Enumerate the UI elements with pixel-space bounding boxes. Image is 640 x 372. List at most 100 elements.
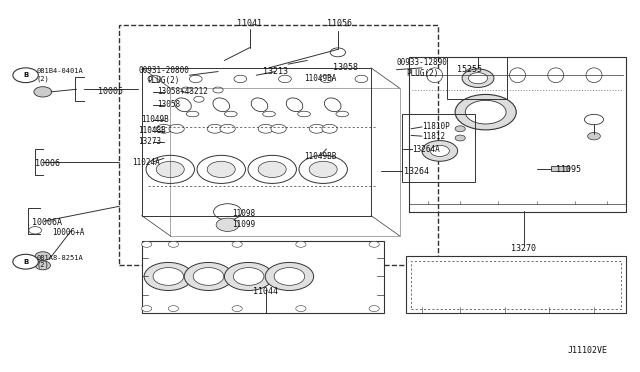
Ellipse shape <box>186 111 199 117</box>
Circle shape <box>144 262 193 291</box>
Circle shape <box>156 161 184 177</box>
Circle shape <box>35 261 51 270</box>
Circle shape <box>207 161 236 177</box>
Text: 11812: 11812 <box>422 132 445 141</box>
Circle shape <box>355 75 368 83</box>
Bar <box>411 260 621 309</box>
Circle shape <box>465 100 506 124</box>
Circle shape <box>248 155 296 183</box>
Circle shape <box>168 241 179 247</box>
Ellipse shape <box>336 111 349 117</box>
Text: 10006A: 10006A <box>32 218 62 227</box>
Text: 11049BA: 11049BA <box>304 74 336 83</box>
Circle shape <box>455 94 516 130</box>
Circle shape <box>225 262 273 291</box>
Circle shape <box>13 254 38 269</box>
Bar <box>447 57 507 99</box>
Circle shape <box>455 126 465 132</box>
Circle shape <box>430 145 449 157</box>
Circle shape <box>258 161 286 177</box>
Text: 11049BB: 11049BB <box>304 152 336 161</box>
Circle shape <box>309 161 337 177</box>
Text: 081B4-0401A
(2): 081B4-0401A (2) <box>36 68 83 82</box>
Ellipse shape <box>298 111 310 117</box>
Circle shape <box>232 241 243 247</box>
Text: 00931-20800
PLUG(2): 00931-20800 PLUG(2) <box>138 65 189 85</box>
Circle shape <box>207 124 223 133</box>
Text: 13264: 13264 <box>404 167 429 176</box>
Text: 13058: 13058 <box>333 63 358 72</box>
Circle shape <box>455 135 465 141</box>
Text: 13270: 13270 <box>511 244 536 253</box>
Text: 11095: 11095 <box>556 165 580 174</box>
Circle shape <box>278 75 291 83</box>
Text: 081A8-8251A
(2): 081A8-8251A (2) <box>36 255 83 269</box>
Circle shape <box>234 267 264 285</box>
Circle shape <box>320 75 333 83</box>
Circle shape <box>296 241 306 247</box>
Text: 13058+43212: 13058+43212 <box>157 87 209 96</box>
Circle shape <box>168 306 179 311</box>
Text: 13213: 13213 <box>263 67 288 76</box>
Circle shape <box>422 141 458 161</box>
Circle shape <box>220 124 236 133</box>
Text: 11041: 11041 <box>237 19 262 28</box>
Ellipse shape <box>548 68 564 83</box>
Text: 13058: 13058 <box>157 100 180 109</box>
Text: 13264A: 13264A <box>412 145 440 154</box>
Circle shape <box>148 75 161 83</box>
Circle shape <box>193 267 224 285</box>
Circle shape <box>299 155 348 183</box>
Text: 10006: 10006 <box>35 159 60 169</box>
Circle shape <box>462 69 494 87</box>
Circle shape <box>234 75 246 83</box>
Ellipse shape <box>584 114 604 125</box>
Circle shape <box>274 267 305 285</box>
Text: 15255: 15255 <box>457 65 483 74</box>
Ellipse shape <box>225 111 237 117</box>
Ellipse shape <box>213 98 230 112</box>
Circle shape <box>35 252 51 260</box>
Circle shape <box>156 124 172 133</box>
Circle shape <box>369 241 380 247</box>
Text: 11099: 11099 <box>232 220 255 229</box>
Bar <box>401 114 475 182</box>
Circle shape <box>184 262 233 291</box>
Ellipse shape <box>262 111 275 117</box>
Circle shape <box>322 124 337 133</box>
Ellipse shape <box>465 68 481 83</box>
Circle shape <box>146 155 195 183</box>
Circle shape <box>588 132 600 140</box>
Circle shape <box>213 87 223 93</box>
Ellipse shape <box>586 68 602 83</box>
Text: 00933-12890
PLUG(2): 00933-12890 PLUG(2) <box>397 58 447 77</box>
Text: 10006+A: 10006+A <box>52 228 84 237</box>
Circle shape <box>216 218 239 231</box>
Circle shape <box>271 124 286 133</box>
Circle shape <box>214 204 242 220</box>
Bar <box>550 166 568 171</box>
Text: 11048B: 11048B <box>138 126 166 135</box>
Text: J11102VE: J11102VE <box>568 346 607 355</box>
Circle shape <box>296 306 306 311</box>
Ellipse shape <box>175 98 191 112</box>
Bar <box>119 25 438 265</box>
Ellipse shape <box>427 68 443 83</box>
Circle shape <box>309 124 324 133</box>
Circle shape <box>369 306 380 311</box>
Circle shape <box>189 75 202 83</box>
Text: 11810P: 11810P <box>422 122 450 131</box>
Text: 11024A: 11024A <box>132 157 160 167</box>
Circle shape <box>29 227 42 234</box>
Text: 11044: 11044 <box>253 287 278 296</box>
Circle shape <box>141 241 152 247</box>
Text: B: B <box>23 72 28 78</box>
Text: 11049B: 11049B <box>141 115 170 124</box>
Ellipse shape <box>251 98 268 112</box>
Circle shape <box>197 155 246 183</box>
Circle shape <box>468 73 488 84</box>
Text: 13273: 13273 <box>138 137 161 146</box>
Circle shape <box>265 262 314 291</box>
Bar <box>406 256 626 313</box>
Circle shape <box>169 124 184 133</box>
